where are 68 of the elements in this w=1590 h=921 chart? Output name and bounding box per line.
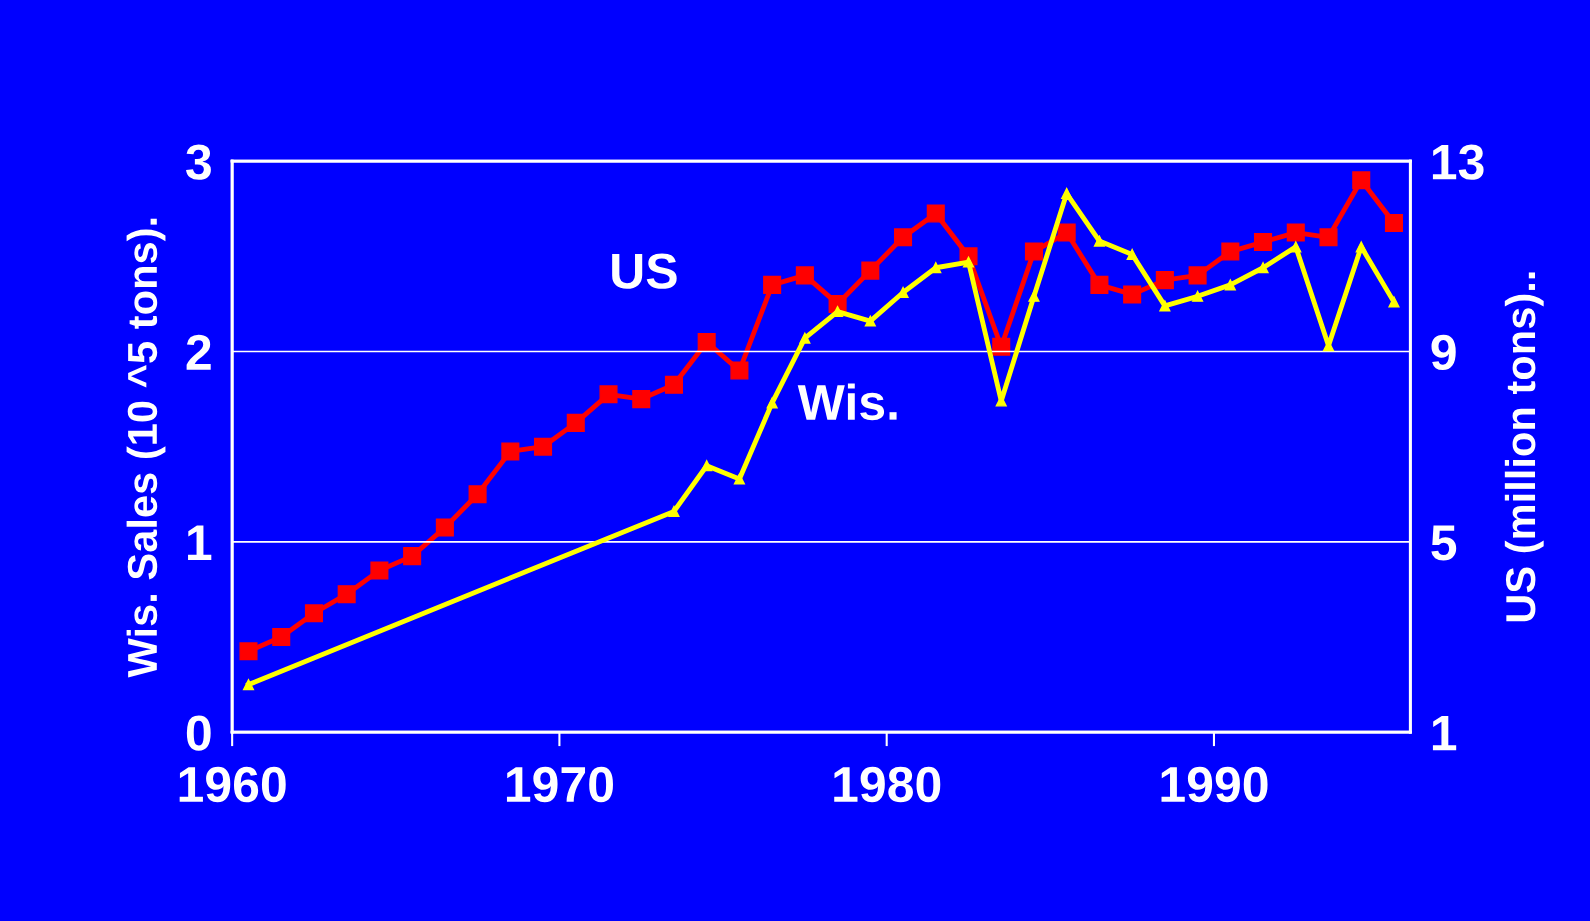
point — [926, 204, 945, 223]
point — [1126, 248, 1138, 260]
point — [763, 275, 782, 294]
point — [1352, 171, 1371, 190]
point — [1286, 223, 1305, 242]
point — [1155, 271, 1174, 290]
point — [239, 642, 258, 661]
point — [534, 437, 553, 456]
point — [766, 397, 778, 409]
point — [894, 228, 913, 247]
point — [1192, 290, 1204, 302]
point — [1061, 187, 1073, 200]
point — [1355, 241, 1367, 253]
point — [242, 679, 255, 691]
point — [730, 361, 749, 380]
point — [799, 332, 811, 344]
y2-tick-label: 1 — [1432, 715, 1457, 751]
x-tick-label: 1990 — [1161, 766, 1268, 803]
point — [701, 460, 713, 472]
point — [599, 385, 618, 404]
point — [1384, 214, 1404, 233]
point — [566, 413, 585, 432]
x-tick-label: 1970 — [506, 766, 613, 803]
y-tick-label: 1 — [188, 525, 212, 560]
y-tick-label: 2 — [186, 334, 211, 370]
point — [992, 337, 1011, 356]
point — [697, 332, 716, 352]
x-tick-label: 1980 — [834, 766, 941, 803]
point — [468, 485, 487, 504]
point — [435, 518, 454, 537]
point — [1388, 296, 1400, 308]
point — [1257, 262, 1269, 274]
y-tick-label: 3 — [186, 144, 211, 180]
point — [668, 505, 680, 517]
y2-tick-label: 13 — [1432, 144, 1484, 180]
point — [864, 315, 876, 327]
point — [861, 261, 880, 280]
y-tick-label: 0 — [186, 715, 211, 751]
point — [272, 627, 291, 647]
point — [1224, 279, 1236, 291]
point — [370, 561, 389, 580]
point — [1123, 285, 1142, 304]
series-label: Wis. — [797, 383, 897, 421]
point — [403, 547, 422, 566]
point — [1188, 266, 1207, 285]
x-tick-label: 1960 — [179, 766, 286, 803]
y2-axis-title: US (million tons).. — [1504, 272, 1544, 622]
point — [1024, 242, 1043, 261]
point — [632, 390, 651, 409]
point — [304, 604, 323, 623]
point — [1221, 242, 1240, 261]
y-axis-title: Wis. Sales (10 ^5 tons). — [126, 218, 166, 678]
point — [501, 442, 520, 461]
point — [1090, 275, 1109, 294]
point — [337, 585, 356, 604]
point — [733, 473, 745, 485]
point — [1290, 241, 1302, 253]
series-label: US — [612, 253, 677, 289]
point — [1093, 235, 1105, 247]
point — [795, 266, 814, 285]
point — [1319, 228, 1338, 247]
point — [1057, 223, 1076, 242]
y2-tick-label: 5 — [1431, 525, 1457, 561]
point — [1159, 300, 1171, 312]
point — [1028, 290, 1040, 302]
point — [1254, 233, 1273, 252]
point — [664, 375, 683, 394]
y2-tick-label: 9 — [1431, 334, 1456, 371]
